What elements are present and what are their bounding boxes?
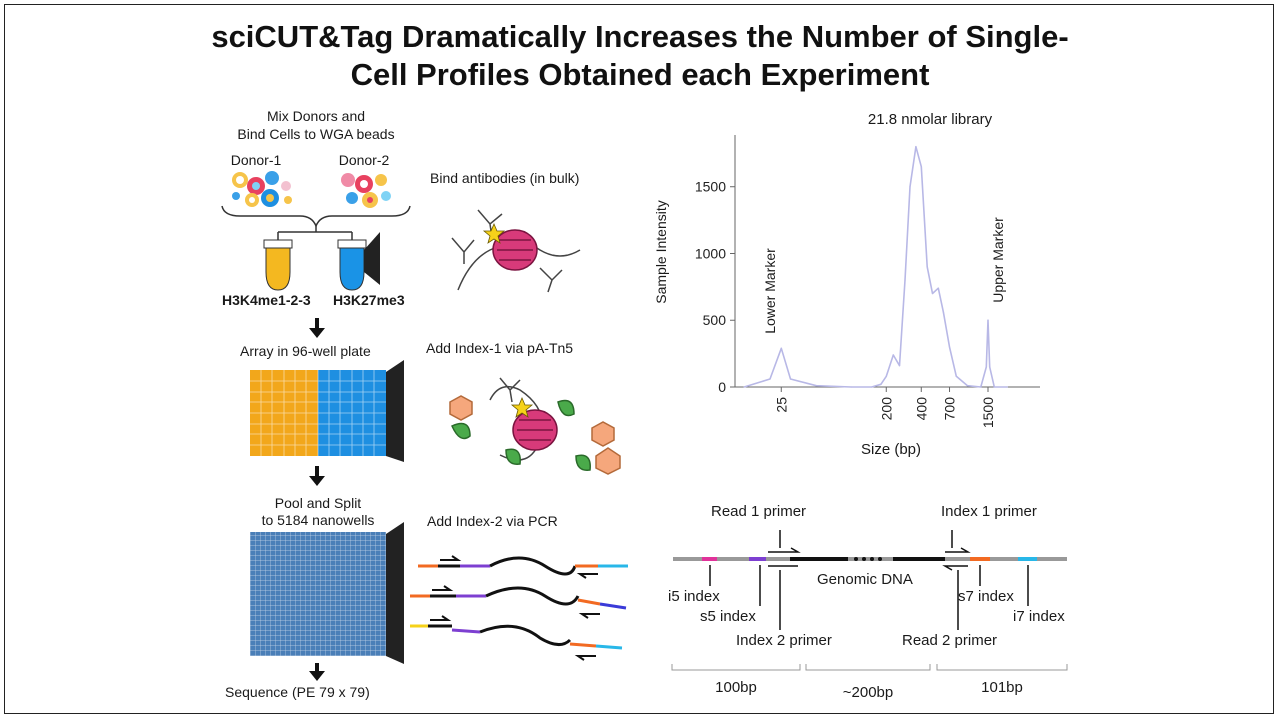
trace-point xyxy=(942,311,945,313)
bracket-connector xyxy=(277,226,353,240)
length-left-label: 100bp xyxy=(715,679,757,696)
trace-point xyxy=(985,366,987,368)
donor-1-label: Donor-1 xyxy=(230,152,282,168)
trace-point xyxy=(880,383,882,385)
trace-point xyxy=(948,346,951,348)
read1-primer-label: Read 1 primer xyxy=(711,503,807,520)
y-tick-label: 500 xyxy=(703,312,727,328)
index1-primer-label: Index 1 primer xyxy=(941,503,1037,520)
chart-title: 21.8 nmolar library xyxy=(867,111,993,128)
y-tick-label: 1000 xyxy=(695,245,726,261)
trace-point xyxy=(789,378,792,380)
trace-point xyxy=(743,386,745,388)
trace-point xyxy=(937,287,939,289)
slide-title: sciCUT&Tag Dramatically Increases the Nu… xyxy=(0,18,1280,94)
trace-point xyxy=(931,292,934,295)
donor-2-label: Donor-2 xyxy=(338,152,390,168)
i5-index-label: i5 index xyxy=(668,588,720,605)
trace-point xyxy=(993,386,995,388)
donor-1-cells xyxy=(232,171,292,207)
trace-point xyxy=(1006,386,1008,388)
x-tick-label: 200 xyxy=(878,397,894,421)
y-tick-label: 0 xyxy=(718,379,726,395)
construct-backbone xyxy=(673,557,1067,561)
title-line-2: Cell Profiles Obtained each Experiment xyxy=(350,57,930,92)
array-label: Array in 96-well plate xyxy=(240,343,371,359)
bind-antibodies-label: Bind antibodies (in bulk) xyxy=(430,170,580,186)
trace-point xyxy=(909,186,911,188)
workflow-arrows xyxy=(309,318,325,681)
length-brackets xyxy=(671,664,1068,671)
trace-point xyxy=(966,385,969,387)
tube-2 xyxy=(337,232,380,291)
length-mid-label: ~200bp xyxy=(842,684,894,701)
trace-point xyxy=(898,365,901,367)
trace-point xyxy=(769,378,771,380)
x-tick-label: 1500 xyxy=(980,397,996,428)
index-1-label: Add Index-1 via pA-Tn5 xyxy=(426,340,574,356)
title-line-1: sciCUT&Tag Dramatically Increases the Nu… xyxy=(211,19,1069,54)
slide-frame xyxy=(4,4,1274,714)
trace-point xyxy=(871,386,873,388)
trace-line xyxy=(743,145,1008,388)
tube-1-label: H3K4me1-2-3 xyxy=(222,292,311,308)
genomic-dna-label: Genomic DNA xyxy=(817,571,913,588)
step-mix-donors-line2: Bind Cells to WGA beads xyxy=(237,126,395,142)
primer-arrows xyxy=(709,530,1029,630)
trace-point xyxy=(915,146,917,148)
step-mix-donors-line1: Mix Donors and xyxy=(266,108,366,124)
index2-primer-label: Index 2 primer xyxy=(736,632,832,649)
nanowell-plate xyxy=(250,522,404,664)
x-tick-label: 400 xyxy=(913,397,929,421)
pool-split-line1: Pool and Split xyxy=(274,495,362,511)
read2-primer-label: Read 2 primer xyxy=(902,632,998,649)
trace-point xyxy=(885,375,887,377)
trace-point xyxy=(780,347,782,349)
trace-point xyxy=(920,166,922,168)
s7-index-label: s7 index xyxy=(958,588,1014,605)
pcr-fragments xyxy=(410,555,628,661)
trace-point xyxy=(815,385,817,387)
chart-xlabel: Size (bp) xyxy=(860,441,922,458)
trace-point xyxy=(926,266,928,268)
trace-point xyxy=(850,386,852,388)
y-tick-label: 1500 xyxy=(695,179,726,195)
antibody-nucleosome-1 xyxy=(451,209,581,293)
pool-split-line2: to 5184 nanowells xyxy=(261,512,375,528)
tube-1 xyxy=(263,239,293,291)
tn5-complex xyxy=(449,377,621,475)
index-2-label: Add Index-2 via PCR xyxy=(427,513,558,529)
trace-point xyxy=(980,386,982,388)
trace-point xyxy=(989,366,991,368)
trace-point xyxy=(955,375,957,377)
s5-index-label: s5 index xyxy=(700,608,756,625)
x-tick-label: 25 xyxy=(773,397,789,413)
x-tick-label: 700 xyxy=(942,397,958,421)
length-right-label: 101bp xyxy=(981,679,1023,696)
i7-index-label: i7 index xyxy=(1013,608,1065,625)
trace-point xyxy=(904,279,906,281)
trace-point xyxy=(892,354,894,356)
96-well-plate xyxy=(250,360,404,462)
donor-2-cells xyxy=(341,173,391,208)
sequence-label: Sequence (PE 79 x 79) xyxy=(225,684,370,700)
trace-point xyxy=(987,319,989,321)
tube-2-label: H3K27me3 xyxy=(333,292,405,308)
